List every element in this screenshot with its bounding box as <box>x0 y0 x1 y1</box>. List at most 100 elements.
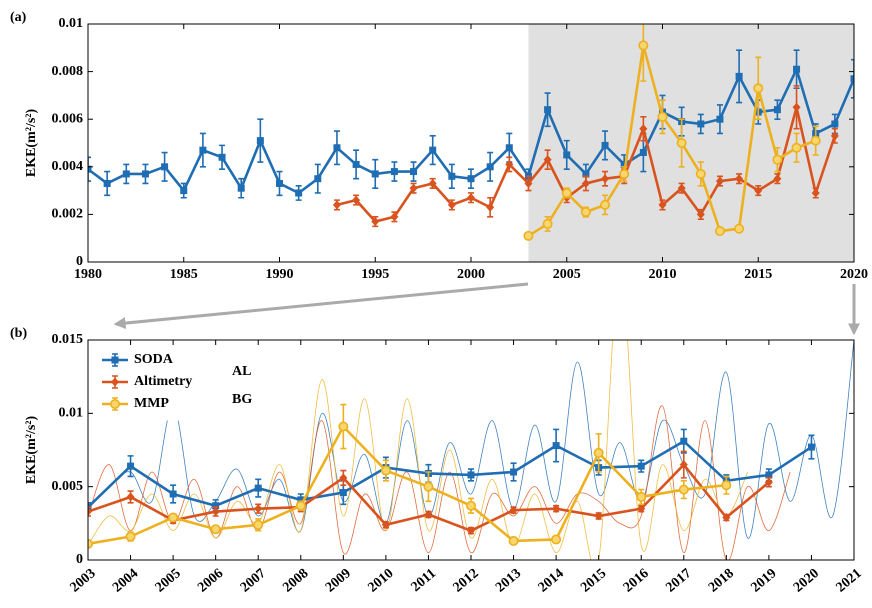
y-tick-label: 0.002 <box>52 207 84 222</box>
marker <box>619 168 630 179</box>
marker <box>352 160 360 168</box>
x-tick-label: 2005 <box>553 267 581 282</box>
marker <box>339 473 348 483</box>
marker <box>168 512 179 523</box>
x-tick-label: 2004 <box>110 566 141 595</box>
marker <box>639 149 647 157</box>
marker <box>253 519 264 530</box>
marker <box>505 159 514 169</box>
marker <box>677 183 686 193</box>
marker <box>753 83 764 94</box>
x-tick-label: 2003 <box>68 566 99 595</box>
marker <box>352 195 361 205</box>
marker <box>339 489 347 497</box>
marker <box>505 144 513 152</box>
x-tick-label: 1980 <box>74 267 102 282</box>
marker <box>601 141 609 149</box>
error-bar <box>88 156 91 182</box>
marker <box>552 442 560 450</box>
error-bar <box>88 506 91 517</box>
marker <box>695 168 706 179</box>
marker <box>210 524 221 535</box>
x-tick-label: 1990 <box>266 267 294 282</box>
marker <box>637 462 645 470</box>
marker <box>237 184 245 192</box>
panel-label: (a) <box>10 10 27 25</box>
marker <box>212 502 220 510</box>
highlight-region <box>528 24 854 262</box>
marker <box>88 507 92 517</box>
marker <box>103 179 111 187</box>
x-tick-label: 1995 <box>361 267 389 282</box>
marker <box>409 183 418 193</box>
marker <box>429 146 437 154</box>
x-tick-label: 2010 <box>365 566 396 595</box>
marker <box>714 226 725 237</box>
marker <box>467 175 475 183</box>
marker <box>486 163 494 171</box>
marker <box>807 443 815 451</box>
y-tick-label: 0 <box>76 254 83 269</box>
marker <box>510 468 518 476</box>
marker <box>110 398 121 409</box>
marker <box>256 137 264 145</box>
marker <box>338 421 349 432</box>
marker <box>523 230 534 241</box>
marker <box>141 170 149 178</box>
marker <box>524 178 533 188</box>
y-tick-label: 0.01 <box>59 16 84 31</box>
marker <box>254 504 263 514</box>
marker <box>88 165 92 173</box>
marker <box>765 471 773 479</box>
marker <box>297 496 305 504</box>
marker <box>581 178 590 188</box>
marker <box>716 115 724 123</box>
x-tick-label: 2010 <box>649 267 677 282</box>
marker <box>467 471 475 479</box>
marker <box>658 200 667 210</box>
marker <box>721 480 732 491</box>
marker <box>127 462 135 470</box>
x-tick-label: 2006 <box>195 566 226 595</box>
y-tick-label: 0.008 <box>52 64 84 79</box>
x-tick-label: 2011 <box>409 566 440 595</box>
marker <box>448 172 456 180</box>
marker <box>735 174 744 184</box>
marker <box>830 131 839 141</box>
marker <box>125 531 136 542</box>
x-tick-label: 2008 <box>280 566 311 595</box>
x-tick-label: 2016 <box>621 566 652 595</box>
marker <box>126 492 135 502</box>
marker <box>600 199 611 210</box>
y-tick-label: 0.005 <box>52 479 84 494</box>
x-tick-label: 2014 <box>536 566 567 595</box>
y-tick-label: 0 <box>76 552 83 567</box>
marker <box>380 465 391 476</box>
y-tick-label: 0.006 <box>52 111 84 126</box>
x-tick-label: 2013 <box>493 566 524 595</box>
x-tick-label: 2021 <box>834 566 865 595</box>
x-tick-label: 2018 <box>706 566 737 595</box>
x-tick-label: 2000 <box>457 267 485 282</box>
marker <box>850 75 854 83</box>
marker <box>678 484 689 495</box>
x-tick-label: 2017 <box>663 566 694 595</box>
marker <box>332 200 341 210</box>
marker <box>773 106 781 114</box>
marker <box>371 217 380 227</box>
marker <box>696 209 705 219</box>
marker <box>111 356 119 364</box>
marker <box>792 102 801 112</box>
x-tick-label: 2012 <box>451 566 482 595</box>
marker <box>620 160 628 168</box>
marker <box>390 212 399 222</box>
y-axis-label: EKE(m²/s²) <box>24 416 39 485</box>
marker <box>218 153 226 161</box>
marker <box>254 484 262 492</box>
marker <box>111 377 119 387</box>
y-tick-label: 0.004 <box>52 159 84 174</box>
y-tick-label: 0.01 <box>59 406 84 421</box>
marker <box>580 207 591 218</box>
marker <box>122 170 130 178</box>
